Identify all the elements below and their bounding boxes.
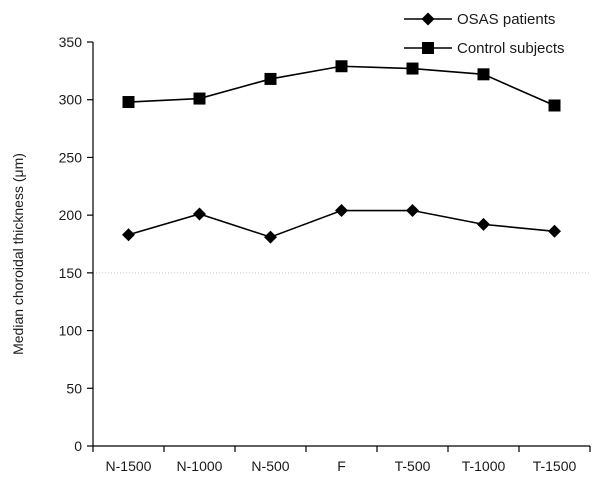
square-marker	[406, 62, 419, 75]
axes: 0 50 100 150 200 250 300 350 N-1500 N-1000 N-500 F…	[10, 34, 591, 474]
legend: OSAS patients Control subjects	[404, 11, 565, 57]
x-tick-label: T-500	[395, 458, 431, 474]
square-marker	[477, 68, 490, 81]
diamond-marker	[335, 204, 348, 218]
y-tick-label: 250	[59, 149, 83, 165]
y-tick-label: 0	[74, 438, 82, 454]
series-2	[122, 60, 561, 112]
x-tick-label: T-1000	[462, 458, 506, 474]
x-tick-label: N-1500	[106, 458, 152, 474]
diamond-marker	[264, 230, 277, 244]
x-ticks: N-1500 N-1000 N-500 F T-500 T-1000 T-1500	[92, 446, 591, 474]
y-tick-label: 150	[59, 265, 83, 281]
square-marker	[122, 96, 135, 109]
square-marker	[335, 60, 348, 73]
diamond-marker	[193, 207, 206, 221]
series-layer	[122, 60, 561, 244]
diamond-marker	[548, 224, 561, 238]
x-tick-label: N-500	[251, 458, 289, 474]
x-tick-label: N-1000	[177, 458, 223, 474]
legend-diamond-marker	[421, 12, 435, 26]
y-tick-label: 200	[59, 207, 83, 223]
square-marker	[264, 72, 277, 85]
legend-square-marker	[422, 42, 434, 54]
x-tick-label: F	[337, 458, 346, 474]
square-marker	[548, 99, 561, 112]
legend-label: OSAS patients	[457, 11, 555, 28]
y-ticks: 0 50 100 150 200 250 300 350	[59, 34, 93, 454]
series-1	[122, 204, 561, 244]
x-tick-label: T-1500	[533, 458, 577, 474]
legend-label: Control subjects	[457, 40, 565, 57]
y-tick-label: 50	[66, 380, 82, 396]
diamond-marker	[122, 228, 135, 242]
y-axis-title: Median choroidal thickness (μm)	[10, 153, 26, 355]
y-tick-label: 100	[59, 323, 83, 339]
diamond-marker	[477, 217, 490, 231]
diamond-marker	[406, 204, 419, 218]
square-marker	[193, 92, 206, 105]
y-tick-label: 300	[59, 92, 83, 108]
y-tick-label: 350	[59, 34, 83, 50]
